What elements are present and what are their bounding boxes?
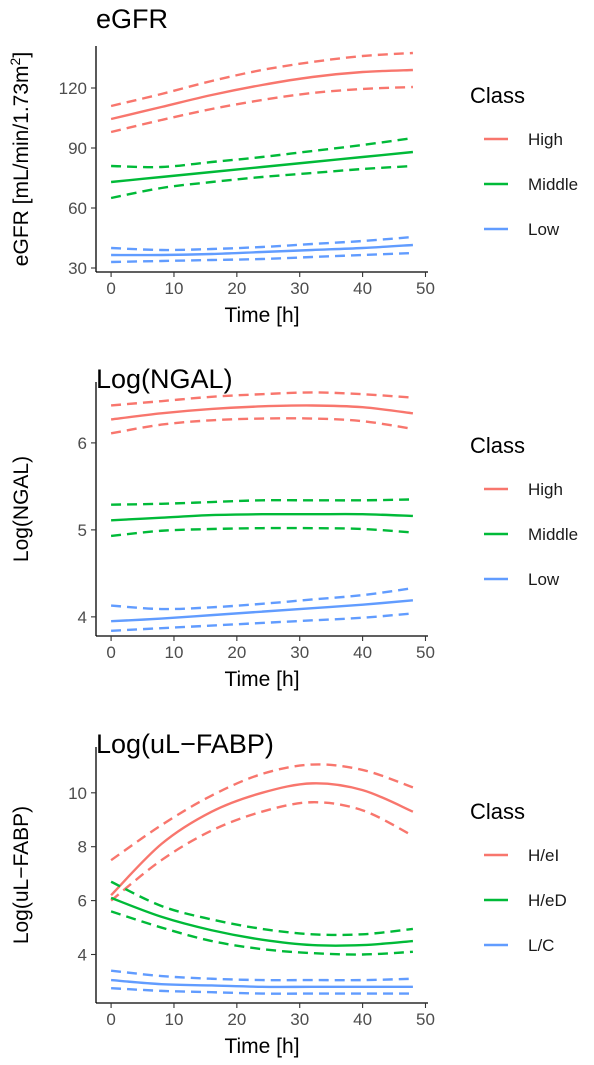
legend-label-3: Low	[528, 220, 560, 239]
series-1-upper-ci-line	[110, 391, 413, 407]
legend-title: Class	[470, 799, 525, 824]
series-1-mean-line	[110, 68, 413, 121]
x-tick-label: 0	[106, 643, 115, 662]
series-3-lower-ci-line	[111, 986, 413, 995]
legend-title: Class	[470, 83, 525, 108]
y-tick-label: 60	[68, 199, 87, 218]
y-tick-label: 4	[78, 945, 87, 964]
y-axis-title: eGFR [mL/min/1.73m2]	[7, 52, 33, 266]
legend-title: Class	[470, 433, 525, 458]
y-tick-label: 4	[78, 608, 87, 627]
series-1-lower-ci-line	[110, 801, 414, 902]
x-tick-label: 40	[353, 279, 372, 298]
series-1-mean-line	[110, 782, 414, 897]
chart-title: eGFR	[96, 4, 168, 34]
x-tick-label: 20	[227, 279, 246, 298]
y-tick-label: 6	[78, 892, 87, 911]
series-1-mean-line	[110, 404, 414, 421]
y-tick-label: 8	[78, 838, 87, 857]
x-axis-title: Time [h]	[224, 668, 299, 691]
legend-label-1: High	[528, 480, 563, 499]
x-tick-label: 40	[353, 643, 372, 662]
y-tick-label: 5	[78, 521, 87, 540]
x-tick-label: 20	[227, 1010, 246, 1029]
series-2-lower-ci-line	[110, 910, 413, 956]
series-1-lower-ci-line	[110, 417, 414, 435]
chart-panel-1: eGFR 0 10 20 30 40 50 30 60 90 120 Time [h] eGFR [mL…	[7, 4, 578, 327]
x-tick-label: 30	[290, 1010, 309, 1029]
chart-panel-2: Log(NGAL) 0 10 20 30 40 50 4 5 6 Time [h] Log(NGAL)…	[10, 364, 578, 691]
x-tick-label: 30	[290, 279, 309, 298]
x-axis-title: Time [h]	[224, 1035, 299, 1058]
x-tick-label: 10	[165, 279, 184, 298]
y-axis-title-bracket: ]	[10, 52, 33, 58]
series-2-mean-line	[110, 896, 414, 947]
series-3-lower-ci-line	[111, 251, 413, 264]
x-tick-label: 10	[165, 1010, 184, 1029]
series-3-mean-line	[111, 599, 414, 623]
series-2-upper-ci-line	[110, 880, 414, 937]
y-tick-label: 30	[68, 259, 87, 278]
y-tick-label: 6	[78, 434, 87, 453]
series-3-lower-ci-line	[111, 612, 414, 632]
x-tick-label: 0	[106, 279, 115, 298]
y-axis-title-superscript: 2	[7, 57, 23, 65]
series-2-upper-ci-line	[111, 136, 414, 169]
legend-label-2: Middle	[528, 175, 578, 194]
series-1-upper-ci-line	[110, 51, 413, 108]
series-2-upper-ci-line	[111, 498, 413, 506]
legend-label-1: High	[528, 130, 563, 149]
y-tick-label: 90	[68, 139, 87, 158]
x-tick-label: 50	[416, 643, 435, 662]
x-tick-label: 50	[416, 1010, 435, 1029]
y-axis-title-text: eGFR [mL/min/1.73m	[10, 65, 33, 266]
series-3-mean-line	[111, 243, 413, 257]
series-1-upper-ci-line	[110, 763, 414, 862]
chart-title: Log(NGAL)	[96, 364, 233, 394]
legend-label-2: Middle	[528, 525, 578, 544]
x-tick-label: 40	[353, 1010, 372, 1029]
legend-label-1: H/eI	[528, 846, 559, 865]
y-tick-label: 120	[59, 79, 87, 98]
x-tick-label: 10	[165, 643, 184, 662]
chart-panel-3: Log(uL−FABP) 0 10 20 30 40 50 4 6 8 10 Time [h] Log(…	[10, 729, 567, 1058]
y-axis-title: Log(uL−FABP)	[10, 806, 33, 944]
x-tick-label: 30	[290, 643, 309, 662]
legend-label-3: Low	[528, 570, 560, 589]
series-1-lower-ci-line	[110, 85, 413, 134]
x-tick-label: 0	[106, 1010, 115, 1029]
series-3-upper-ci-line	[111, 586, 414, 611]
chart-title: Log(uL−FABP)	[96, 729, 274, 759]
series-2-lower-ci-line	[110, 164, 413, 200]
series-3-mean-line	[110, 978, 413, 989]
series-3-upper-ci-line	[110, 969, 413, 982]
y-axis-title-text: Log(NGAL)	[10, 456, 33, 562]
y-axis-title-text: Log(uL−FABP)	[10, 806, 33, 944]
y-tick-label: 10	[68, 784, 87, 803]
series-2-lower-ci-line	[110, 526, 413, 538]
y-axis-title: Log(NGAL)	[10, 456, 33, 562]
x-tick-label: 50	[416, 279, 435, 298]
series-2-mean-line	[111, 512, 413, 522]
x-axis-title: Time [h]	[224, 304, 299, 327]
series-2-mean-line	[110, 150, 414, 184]
legend-label-2: H/eD	[528, 891, 567, 910]
legend-label-3: L/C	[528, 936, 554, 955]
series-3-upper-ci-line	[111, 235, 414, 252]
x-tick-label: 20	[227, 643, 246, 662]
